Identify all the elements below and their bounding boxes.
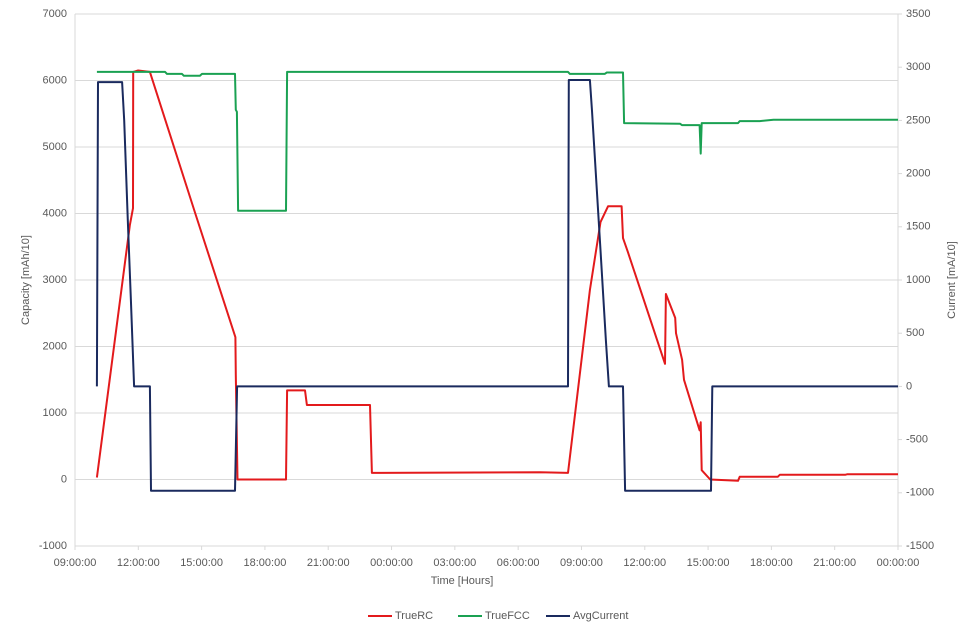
x-tick-label: 21:00:00 bbox=[813, 557, 856, 569]
x-tick-label: 00:00:00 bbox=[877, 557, 920, 569]
x-tick-label: 18:00:00 bbox=[750, 557, 793, 569]
series-line bbox=[96, 70, 898, 212]
legend-label: AvgCurrent bbox=[573, 610, 628, 622]
series-line bbox=[95, 69, 898, 482]
y2-tick-label: 3500 bbox=[906, 8, 930, 20]
y-tick-label: 2000 bbox=[43, 340, 67, 352]
x-tick-label: 21:00:00 bbox=[307, 557, 350, 569]
y2-tick-label: -500 bbox=[906, 434, 928, 446]
y-tick-label: 6000 bbox=[43, 74, 67, 86]
y2-tick-label: 500 bbox=[906, 327, 924, 339]
x-tick-label: 03:00:00 bbox=[433, 557, 476, 569]
legend-label: TrueFCC bbox=[485, 610, 530, 622]
x-tick-label: 09:00:00 bbox=[54, 557, 97, 569]
y2-tick-label: 1500 bbox=[906, 221, 930, 233]
x-tick-label: 18:00:00 bbox=[244, 557, 287, 569]
y-tick-label: -1000 bbox=[39, 540, 67, 552]
y-tick-label: 0 bbox=[61, 473, 67, 485]
y2-tick-label: 2500 bbox=[906, 114, 930, 126]
y-axis-title: Capacity [mAh/10] bbox=[20, 235, 32, 325]
legend-label: TrueRC bbox=[395, 610, 433, 622]
y-tick-label: 7000 bbox=[43, 8, 67, 20]
x-tick-label: 12:00:00 bbox=[117, 557, 160, 569]
y-tick-label: 4000 bbox=[43, 207, 67, 219]
x-tick-label: 15:00:00 bbox=[687, 557, 730, 569]
x-tick-label: 06:00:00 bbox=[497, 557, 540, 569]
y2-tick-label: 2000 bbox=[906, 168, 930, 180]
y-tick-label: 5000 bbox=[43, 141, 67, 153]
y2-tick-label: 3000 bbox=[906, 61, 930, 73]
x-tick-label: 15:00:00 bbox=[180, 557, 223, 569]
y-tick-label: 3000 bbox=[43, 274, 67, 286]
x-axis-title: Time [Hours] bbox=[431, 575, 494, 587]
y2-tick-label: -1500 bbox=[906, 540, 934, 552]
x-tick-label: 12:00:00 bbox=[623, 557, 666, 569]
x-tick-label: 00:00:00 bbox=[370, 557, 413, 569]
y2-tick-label: 1000 bbox=[906, 274, 930, 286]
y2-tick-label: -1000 bbox=[906, 487, 934, 499]
y2-axis-title: Current [mA/10] bbox=[946, 241, 958, 319]
series-line bbox=[95, 79, 898, 492]
y2-tick-label: 0 bbox=[906, 380, 912, 392]
x-tick-label: 09:00:00 bbox=[560, 557, 603, 569]
y-tick-label: 1000 bbox=[43, 407, 67, 419]
